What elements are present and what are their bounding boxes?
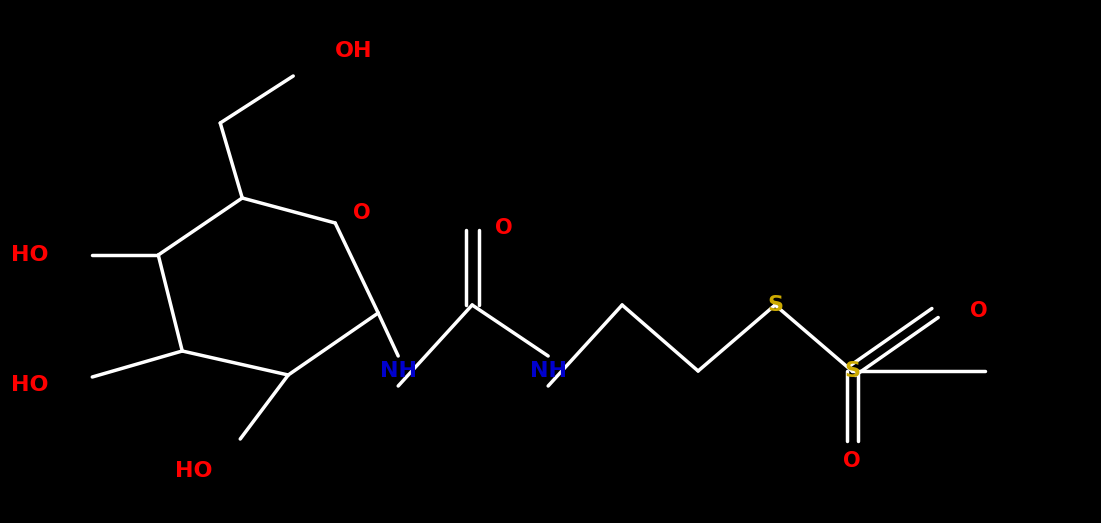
Text: HO: HO — [11, 375, 48, 395]
Text: OH: OH — [335, 41, 373, 61]
Text: O: O — [843, 451, 861, 471]
Text: HO: HO — [11, 245, 48, 265]
Text: O: O — [353, 203, 371, 223]
Text: NH: NH — [380, 361, 416, 381]
Text: S: S — [767, 295, 783, 315]
Text: NH: NH — [530, 361, 567, 381]
Text: O: O — [970, 301, 988, 321]
Text: S: S — [844, 361, 860, 381]
Text: O: O — [495, 218, 513, 238]
Text: HO: HO — [175, 461, 212, 481]
